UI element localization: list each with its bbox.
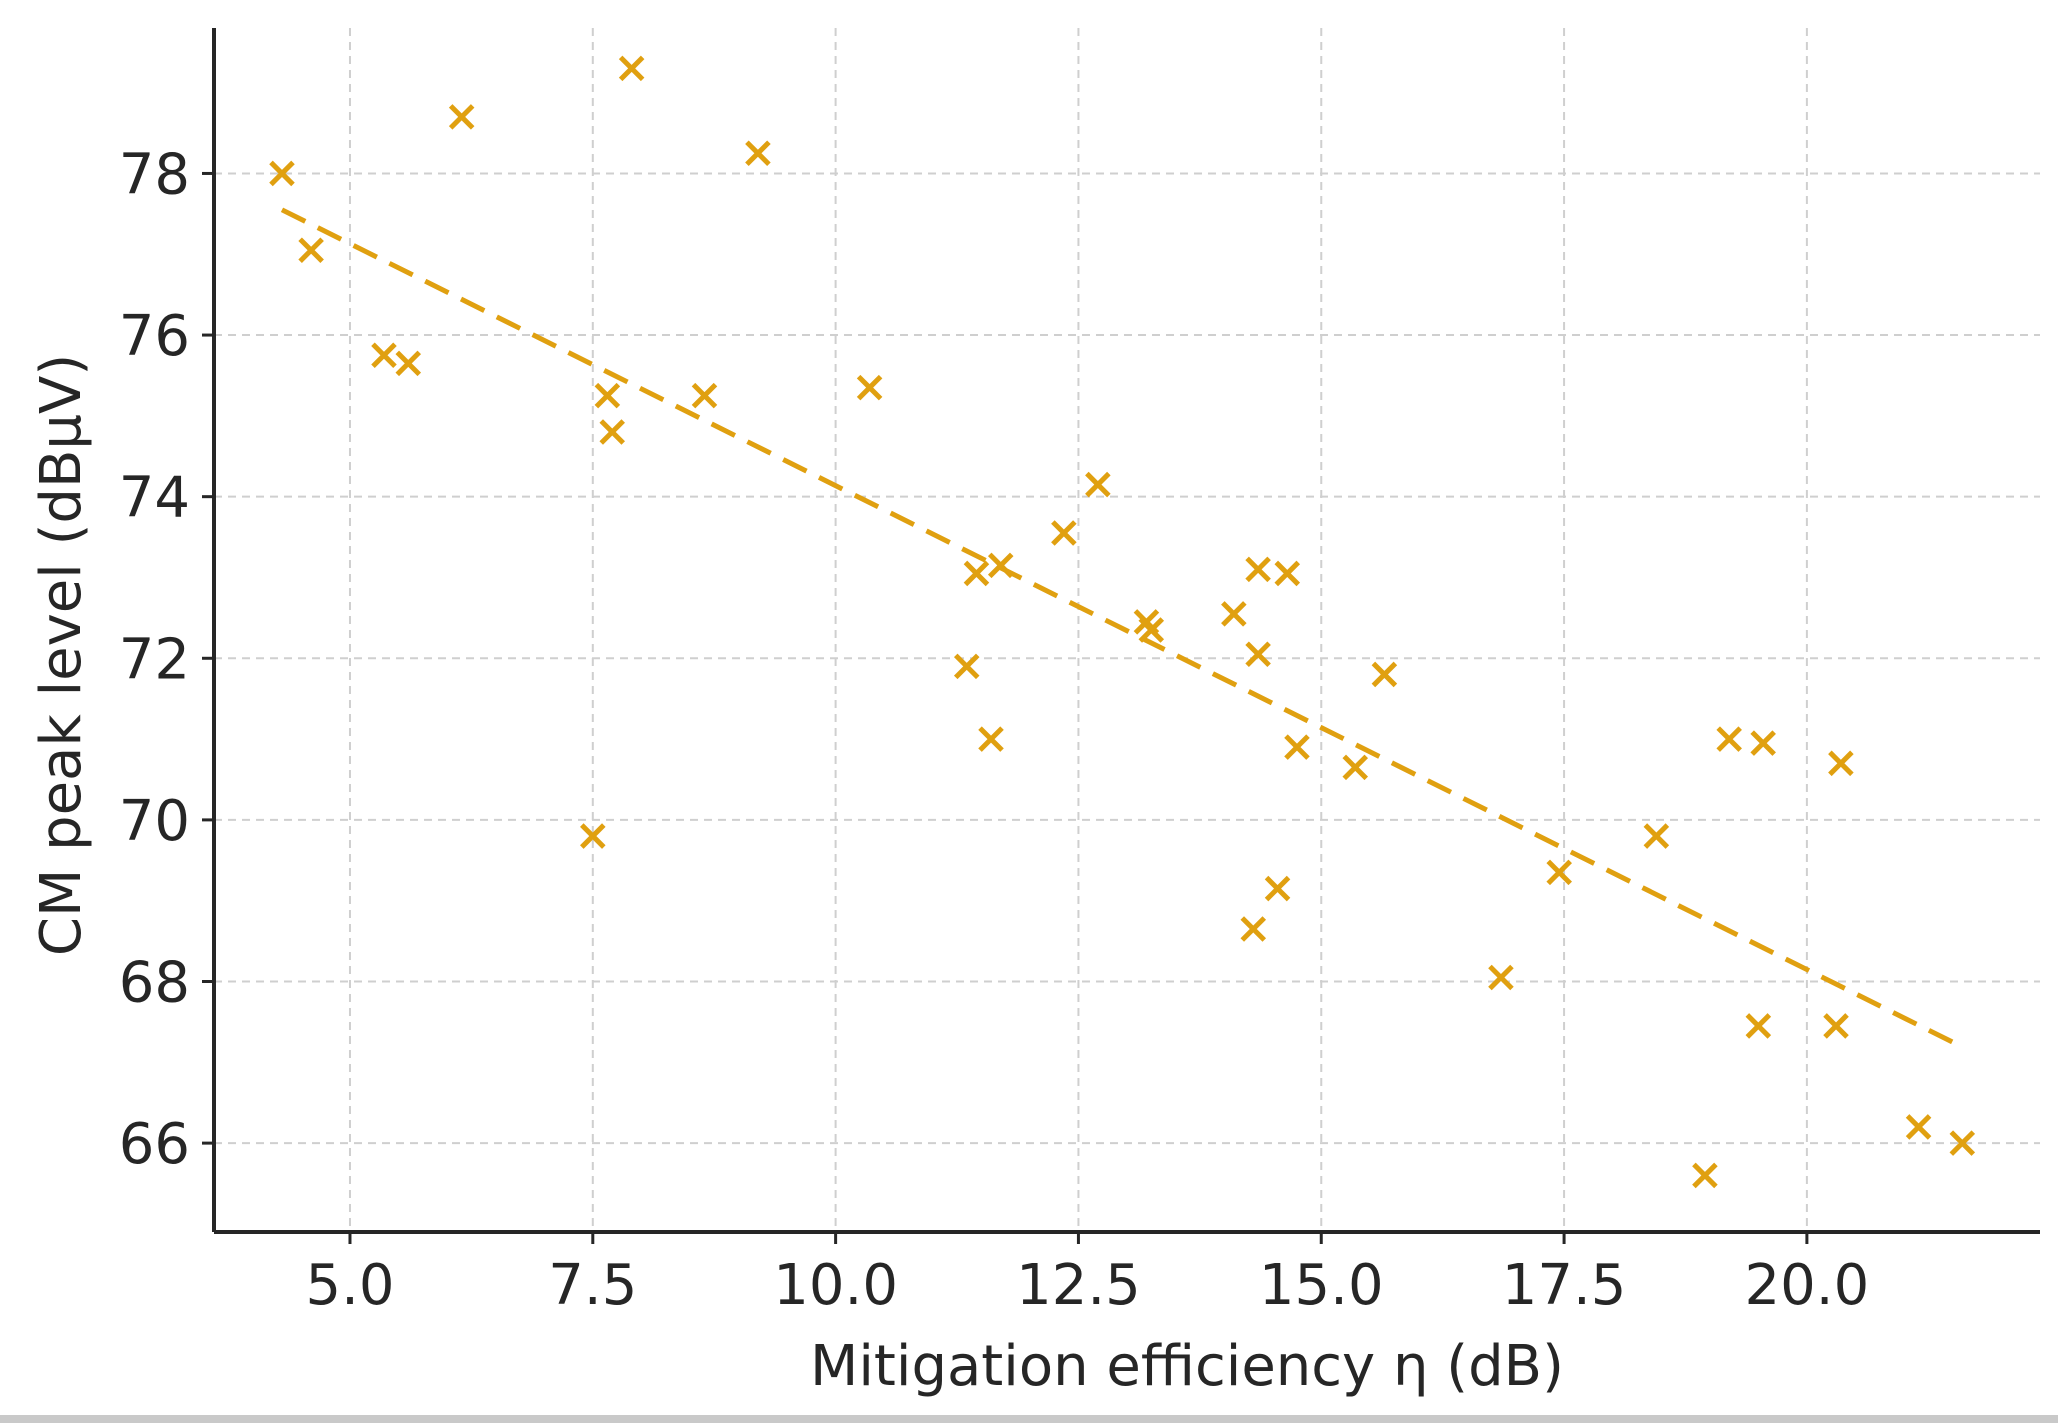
data-point [1371,661,1398,688]
data-point [395,350,422,377]
y-tick-label: 66 [119,1112,190,1177]
data-point [1264,875,1291,902]
y-tick-label: 78 [119,142,190,207]
data-point [594,382,621,409]
data-point [1692,1162,1718,1189]
data-point [371,342,397,369]
data-point [618,55,645,82]
x-tick-label: 7.5 [548,1253,637,1318]
bottom-border [0,1415,2058,1423]
data-point [1716,726,1742,752]
y-ticks: 66 68 70 72 74 76 78 [119,142,214,1177]
y-axis-title: CM peak level (dBμV) [29,354,94,956]
data-point [448,104,475,130]
data-point [1342,754,1369,781]
x-tick-label: 17.5 [1502,1253,1627,1318]
x-tick-label: 20.0 [1745,1253,1870,1318]
y-tick-label: 68 [119,951,190,1016]
data-point [269,160,295,187]
data-point [298,237,324,263]
y-tick-label: 74 [119,466,190,531]
x-tick-label: 12.5 [1016,1253,1141,1318]
data-point [1750,730,1776,756]
data-point [691,382,718,409]
data-point [1138,617,1165,643]
data-point [1240,916,1267,942]
grid [214,28,2040,1232]
data-point [1274,560,1301,587]
y-tick-label: 70 [119,789,190,854]
data-point [1949,1130,1976,1156]
data-point [745,140,771,167]
data-point [580,823,606,849]
data-point [1643,823,1670,849]
data-point [953,653,980,680]
data-point [963,560,990,587]
data-point [987,552,1014,579]
axes [212,28,2040,1234]
x-tick-label: 10.0 [773,1253,898,1318]
data-point [1546,859,1572,886]
x-tick-label: 5.0 [305,1253,394,1318]
data-point [1245,641,1271,668]
x-ticks: 5.0 7.5 10.0 12.5 15.0 17.5 20.0 [305,1232,1869,1318]
fit-line [280,207,1954,1045]
x-axis-title: Mitigation efficiency η (dB) [810,1334,1564,1399]
data-point [1745,1013,1772,1039]
data-point [1823,1013,1849,1039]
data-point [856,374,883,401]
data-point [1245,556,1271,583]
y-tick-label: 72 [119,627,190,692]
data-point [1051,520,1077,546]
y-tick-label: 76 [119,304,190,369]
data-point [978,726,1004,752]
data-point [1828,750,1854,777]
data-point [1284,734,1310,760]
data-point [599,419,625,445]
x-tick-label: 15.0 [1259,1253,1384,1318]
data-point [1085,471,1111,498]
data-points [269,55,1976,1189]
data-point [1905,1114,1932,1140]
data-point [1488,964,1514,991]
data-point [1221,601,1247,627]
fit-line-layer [280,207,1954,1045]
